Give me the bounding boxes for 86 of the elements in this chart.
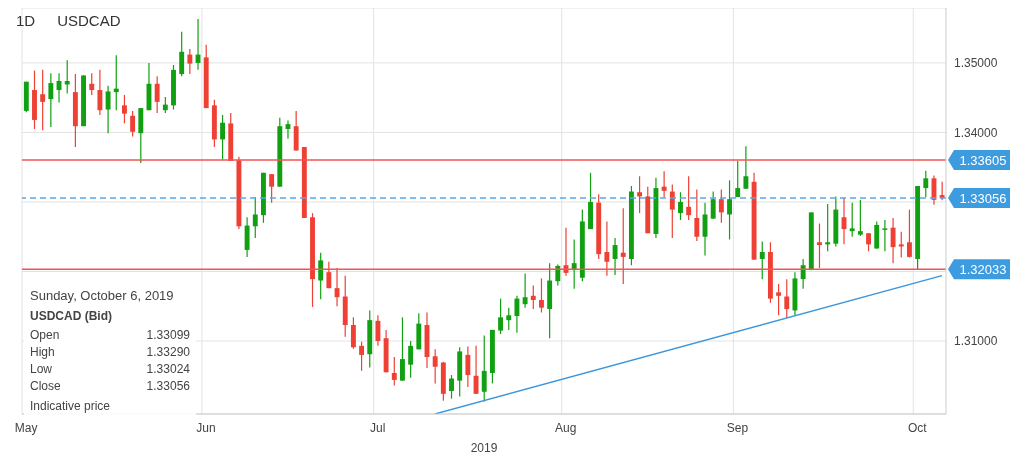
x-tick-label: Jun [196,421,216,435]
candlestick [637,175,643,214]
candlestick [669,183,675,239]
candlestick [825,203,831,252]
candlestick [923,170,929,198]
annotation: Low [30,361,53,378]
ref-line-label: 1.32033 [959,262,1007,278]
y-tick-label: 1.34000 [954,125,998,140]
candlestick [620,207,626,285]
x-tick-label: Jul [370,421,386,435]
candlestick [154,75,160,114]
annotation: Indicative price [30,399,112,413]
annotation: 1.33290 [146,344,190,361]
annotation: High [30,344,55,361]
y-tick-label: 1.31000 [954,334,998,349]
ref-line-label: 1.33605 [959,152,1007,168]
candlestick [465,345,471,388]
candlestick [375,314,381,347]
annotation: 1.33056 [146,378,190,395]
annotation: Close [30,378,61,395]
annotation: USDCAD (Bid) [30,309,113,323]
candlestick [481,334,487,403]
candlestick [890,217,896,264]
candlestick [817,222,822,269]
annotation: Sunday, October 6, 2019 [30,288,175,303]
x-axis-title: 2019 [470,441,498,455]
candlestick [391,356,397,387]
candlestick [727,179,732,241]
candlestick [874,220,880,250]
candlestick [604,220,610,277]
x-tick-label: May [14,421,38,435]
annotation: 1.33099 [146,327,190,344]
candlestick [40,69,46,131]
candlestick [252,196,258,239]
candlestick [318,252,324,300]
candlestick [759,240,765,280]
candlestick [710,190,716,220]
candlestick [661,170,667,198]
candlestick [857,199,863,237]
candlestick [400,316,405,382]
candlestick [121,94,127,124]
candlestick [432,348,438,385]
candlestick [506,307,512,331]
candlestick [220,114,226,161]
candlestick [866,232,871,252]
candlestick [97,69,103,116]
y-tick-label: 1.35000 [954,56,998,71]
candlestick [735,160,741,198]
candlestick [326,261,332,289]
chart-title: USDCAD [57,12,121,29]
candlestick [906,209,912,259]
x-tick-label: Aug [555,421,577,435]
candlestick [105,85,111,134]
candlestick [522,272,528,309]
candlestick [359,341,365,372]
candlestick [898,231,904,259]
candlestick [179,31,185,77]
candlestick [539,277,544,314]
annotation: 1.33024 [146,361,190,378]
x-tick-label: Sep [726,421,749,435]
candlestick [686,175,692,221]
candlestick [678,191,683,221]
candlestick [449,374,454,400]
candlestick [350,316,356,350]
candlestick [530,284,536,310]
annotation: Open [30,327,60,344]
candlestick [612,237,618,276]
candlestick [498,298,504,335]
candlestick [784,278,790,319]
candlestick [718,188,724,224]
candlestick [882,219,888,252]
candlestick [776,283,782,316]
candlestick [187,48,193,75]
annotation: 1D [16,12,36,29]
candlestick [130,110,136,138]
candlestick [89,72,95,96]
ref-line-label: 1.33056 [959,191,1007,207]
candlestick [48,72,54,128]
candlestick [694,188,700,242]
candlestick [408,340,414,379]
candlestick [849,202,855,238]
x-tick-label: Oct [908,421,928,435]
candlestick [514,295,520,334]
candlestick [743,145,749,190]
candlestick [473,345,479,395]
candlestick [269,173,275,204]
